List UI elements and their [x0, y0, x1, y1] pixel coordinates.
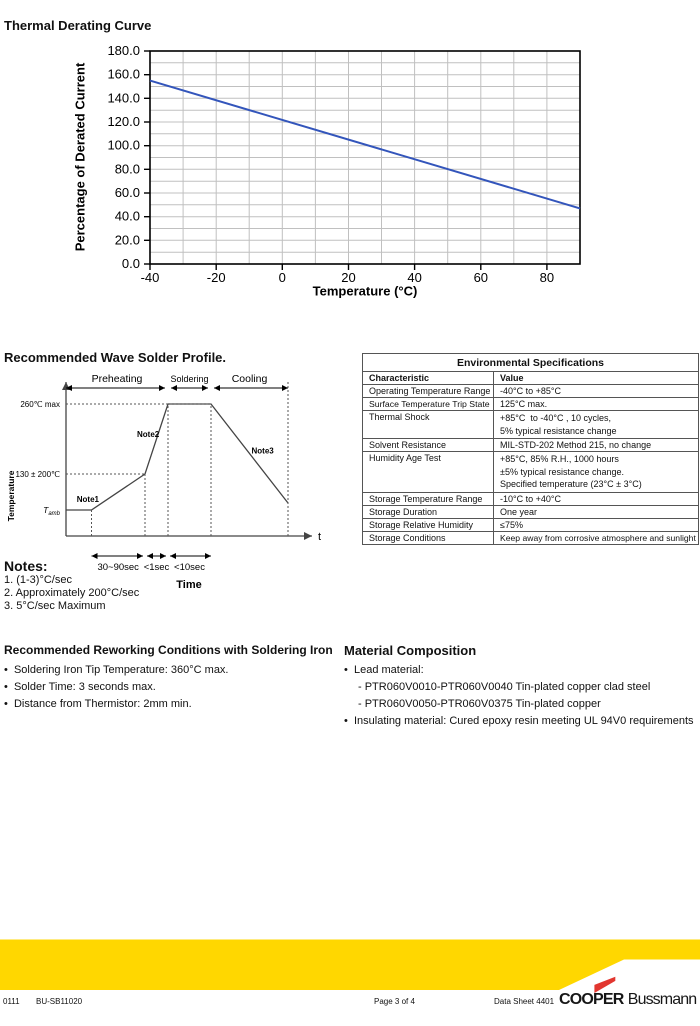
svg-text:COOPER: COOPER	[559, 991, 625, 1004]
svg-text:Bussmann: Bussmann	[627, 991, 695, 1004]
